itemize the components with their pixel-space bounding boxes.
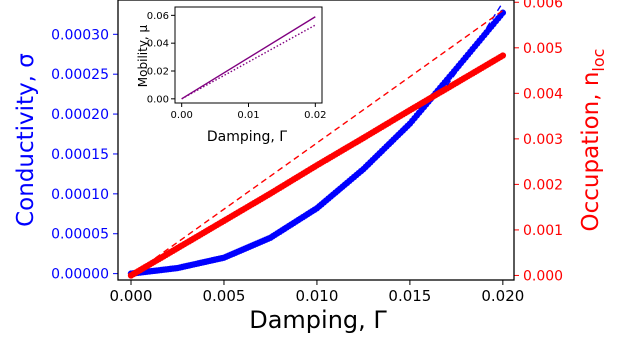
inset-x-axis-label: Damping, Γ	[207, 129, 287, 145]
y-left-tick-label: 0.00000	[51, 267, 109, 283]
occupation-series	[127, 52, 507, 279]
y-left-tick-label: 0.00015	[51, 147, 109, 163]
y-right-tick-label: 0.004	[523, 86, 563, 102]
main-axes-frame	[117, 0, 515, 281]
x-tick-label: 0.000	[110, 287, 153, 305]
y-right-tick-label: 0.003	[523, 132, 563, 148]
y-left-tick-label: 0.00025	[51, 67, 109, 83]
y-right-tick-label: 0.006	[523, 0, 563, 11]
y-right-tick-label: 0.000	[523, 268, 563, 284]
inset-plot-area	[181, 16, 316, 100]
occupation-reference-line	[130, 9, 504, 277]
x-axis-label: Damping, Γ	[249, 306, 387, 334]
inset-y-axis-label: Mobility, μ	[136, 24, 150, 87]
inset-plot-background	[175, 7, 322, 103]
inset-y-tick-label: 0.06	[147, 11, 169, 22]
y-axis-right-label: Occupation, nloc	[578, 49, 608, 232]
y-axis-right-label-main: Occupation, n	[578, 72, 604, 232]
inset-x-tick-label: 0.02	[304, 110, 326, 121]
y-right-tick-label: 0.005	[523, 41, 563, 57]
x-tick-label: 0.015	[388, 287, 431, 305]
inset-y-tick-label: 0.04	[147, 39, 169, 50]
main-plot-area	[127, 2, 507, 279]
inset-y-tick-label: 0.00	[147, 94, 169, 105]
inset-mobility-dotted-line	[181, 24, 316, 100]
y-right-tick-label: 0.002	[523, 177, 563, 193]
x-tick-label: 0.005	[202, 287, 245, 305]
x-tick-label: 0.020	[481, 287, 524, 305]
inset-axes-ticks: 0.00 0.01 0.02 0.00 0.02 0.04 0.06	[147, 7, 326, 121]
conductivity-series	[127, 9, 507, 277]
main-axes-ticks: 0.000 0.005 0.010 0.015 0.020 0.00000 0.00005 0…	[51, 0, 563, 305]
x-tick-label: 0.010	[295, 287, 338, 305]
y-left-tick-label: 0.00005	[51, 227, 109, 243]
inset-x-tick-label: 0.00	[171, 110, 193, 121]
inset-x-tick-label: 0.01	[237, 110, 259, 121]
y-left-tick-label: 0.00010	[51, 187, 109, 203]
y-right-tick-label: 0.001	[523, 223, 563, 239]
inset-y-tick-label: 0.02	[147, 67, 169, 78]
inset-axes-frame	[174, 6, 323, 104]
y-left-tick-label: 0.00030	[51, 27, 109, 43]
y-left-tick-label: 0.00020	[51, 107, 109, 123]
y-axis-left-label: Conductivity, σ	[13, 53, 39, 227]
inset-mobility-solid-line	[181, 16, 316, 100]
data-point	[499, 52, 507, 59]
y-axis-right-label-subscript: loc	[589, 49, 608, 72]
